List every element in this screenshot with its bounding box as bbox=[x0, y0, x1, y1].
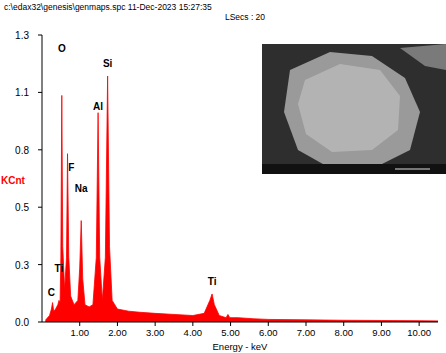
y-tick-label: 0.0 bbox=[15, 317, 29, 328]
y-tick-label: 1.3 bbox=[15, 30, 29, 41]
y-tick-label: 1.1 bbox=[15, 87, 29, 98]
peak-label: C bbox=[48, 287, 55, 298]
peak-label: Si bbox=[103, 58, 113, 69]
y-tick-label: 0.5 bbox=[15, 202, 29, 213]
sem-info-bar bbox=[262, 164, 446, 174]
x-tick bbox=[268, 322, 269, 326]
peak-label: O bbox=[58, 43, 66, 54]
sem-inset bbox=[262, 44, 446, 174]
x-tick-label: 6.00 bbox=[259, 327, 278, 338]
x-axis bbox=[42, 322, 438, 323]
peak-label: Na bbox=[75, 183, 88, 194]
y-tick bbox=[38, 322, 42, 323]
x-tick-label: 9.00 bbox=[372, 327, 391, 338]
x-tick-label: 5.00 bbox=[221, 327, 240, 338]
x-tick-label: 7.00 bbox=[297, 327, 316, 338]
x-tick bbox=[79, 322, 80, 326]
x-tick bbox=[419, 322, 420, 326]
x-tick-label: 3.00 bbox=[146, 327, 165, 338]
x-tick bbox=[192, 322, 193, 326]
x-tick-label: 1.00 bbox=[70, 327, 89, 338]
sem-particle bbox=[284, 52, 420, 168]
x-tick-label: 10.00 bbox=[407, 327, 431, 338]
y-axis-title: KCnt bbox=[1, 175, 26, 186]
header-subtitle: LSecs : 20 bbox=[225, 12, 265, 22]
y-tick-label: 0.3 bbox=[15, 260, 29, 271]
y-tick bbox=[38, 149, 42, 150]
x-tick bbox=[117, 322, 118, 326]
sem-particle-2 bbox=[400, 44, 446, 70]
y-tick bbox=[38, 264, 42, 265]
x-tick bbox=[343, 322, 344, 326]
x-tick bbox=[306, 322, 307, 326]
y-tick bbox=[38, 207, 42, 208]
x-tick-label: 4.00 bbox=[184, 327, 203, 338]
x-tick-label: 2.00 bbox=[108, 327, 127, 338]
x-axis-title: Energy - keV bbox=[213, 341, 269, 352]
sem-background bbox=[262, 44, 446, 174]
x-tick-label: 8.00 bbox=[334, 327, 353, 338]
y-tick-label: 0.8 bbox=[15, 145, 29, 156]
sem-scale-bar bbox=[395, 169, 430, 170]
y-axis bbox=[42, 35, 43, 322]
sem-particle-highlight bbox=[298, 64, 400, 152]
y-tick bbox=[38, 92, 42, 93]
x-tick bbox=[230, 322, 231, 326]
peak-label: F bbox=[68, 162, 74, 173]
x-tick bbox=[155, 322, 156, 326]
x-tick bbox=[381, 322, 382, 326]
peak-label: Al bbox=[93, 101, 103, 112]
peak-label: Ti bbox=[208, 276, 217, 287]
header-title: c:\edax32\genesis\genmaps.spc 11-Dec-202… bbox=[4, 2, 212, 12]
chart: c:\edax32\genesis\genmaps.spc 11-Dec-202… bbox=[0, 0, 446, 353]
peak-label: Ti bbox=[55, 263, 64, 274]
y-tick bbox=[38, 35, 42, 36]
